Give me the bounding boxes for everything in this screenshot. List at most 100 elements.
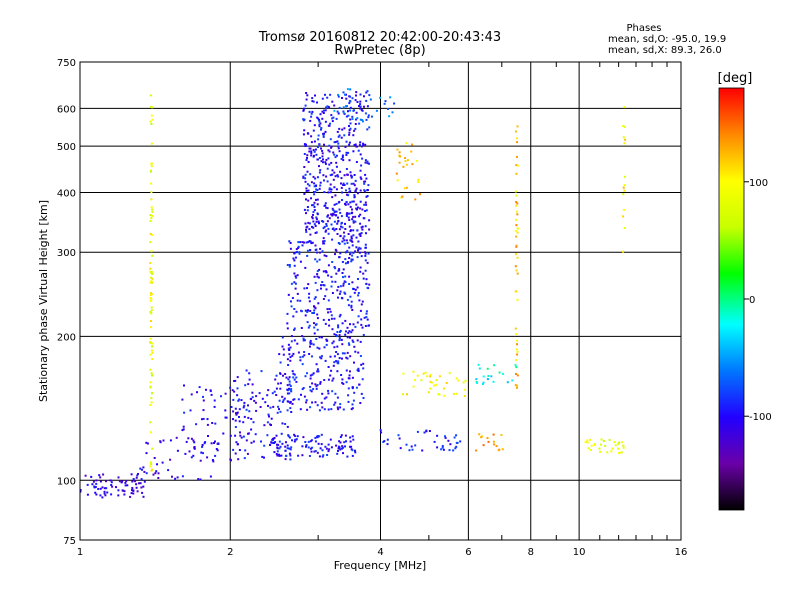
echo-point (364, 112, 367, 115)
x-tick-label: 2 (227, 547, 233, 558)
echo-point (617, 442, 620, 445)
echo-point (288, 436, 291, 439)
echo-point (232, 448, 235, 451)
echo-point (328, 188, 331, 191)
echo-point (333, 171, 336, 174)
echo-point (254, 401, 257, 404)
echo-point (366, 286, 369, 289)
echo-point (321, 392, 324, 395)
echo-point (337, 135, 340, 138)
echo-point (309, 389, 312, 392)
echo-point (318, 251, 321, 254)
echo-point (353, 129, 356, 132)
echo-point (311, 446, 314, 449)
echo-point (515, 201, 518, 203)
echo-point (151, 345, 154, 348)
echo-point (365, 312, 368, 315)
echo-point (275, 374, 278, 377)
echo-point (315, 323, 318, 326)
echo-point (310, 141, 313, 144)
echo-point (315, 220, 318, 223)
echo-point (324, 161, 327, 164)
echo-point (204, 441, 207, 444)
echo-point (444, 435, 446, 438)
echo-point (281, 395, 284, 398)
echo-point (359, 309, 362, 312)
echo-point (149, 292, 152, 294)
echo-point (142, 485, 145, 488)
echo-point (327, 157, 330, 160)
echo-point (293, 440, 296, 443)
echo-point (369, 98, 372, 101)
echo-point (622, 193, 625, 196)
echo-point (326, 96, 329, 99)
echo-point (340, 158, 343, 160)
echo-point (344, 258, 347, 261)
echo-point (350, 260, 353, 263)
echo-point (455, 377, 458, 380)
echo-point (515, 224, 518, 227)
echo-point (288, 387, 290, 390)
echo-point (132, 479, 135, 482)
echo-point (312, 129, 315, 132)
echo-point (361, 208, 364, 211)
echo-point (622, 136, 625, 139)
echo-point (354, 143, 357, 146)
echo-point (584, 441, 587, 444)
echo-point (344, 228, 347, 230)
echo-point (320, 147, 322, 150)
echo-point (334, 401, 337, 404)
echo-point (323, 284, 326, 287)
echo-point (306, 183, 309, 186)
echo-point (242, 421, 245, 424)
echo-point (306, 209, 309, 212)
echo-point (328, 217, 331, 220)
echo-point (455, 392, 458, 395)
echo-point (313, 297, 316, 300)
echo-point (279, 387, 282, 390)
echo-point (516, 256, 519, 259)
echo-point (337, 326, 340, 329)
echo-point (337, 142, 340, 145)
echo-point (291, 297, 294, 299)
echo-point (417, 181, 420, 183)
echo-point (238, 416, 240, 418)
echo-point (310, 150, 313, 153)
echo-point (335, 249, 338, 252)
echo-point (441, 446, 444, 449)
echo-point (271, 439, 274, 442)
echo-point (233, 390, 236, 393)
echo-point (301, 363, 304, 366)
echo-point (346, 326, 349, 329)
echo-point (349, 253, 351, 256)
echo-point (351, 254, 354, 257)
echo-point (322, 284, 325, 286)
echo-point (327, 299, 330, 302)
echo-point (364, 210, 367, 212)
echo-point (335, 272, 338, 275)
echo-point (366, 105, 369, 108)
echo-point (350, 182, 353, 185)
echo-point (91, 483, 94, 486)
echo-point (353, 291, 356, 294)
echo-point (229, 386, 232, 389)
echo-point (353, 195, 356, 198)
echo-point (303, 153, 306, 155)
echo-point (347, 377, 350, 380)
echo-point (355, 236, 358, 239)
echo-point (331, 328, 334, 331)
echo-point (327, 443, 330, 446)
echo-point (239, 434, 242, 437)
echo-point (296, 435, 299, 438)
echo-point (196, 391, 198, 394)
echo-point (145, 452, 148, 455)
echo-point (329, 122, 331, 125)
echo-point (80, 489, 82, 491)
echo-point (236, 376, 239, 379)
echo-point (357, 278, 359, 280)
echo-point (247, 416, 250, 419)
echo-point (515, 269, 518, 272)
echo-point (149, 214, 152, 217)
echo-point (351, 211, 354, 214)
echo-point (322, 454, 325, 457)
